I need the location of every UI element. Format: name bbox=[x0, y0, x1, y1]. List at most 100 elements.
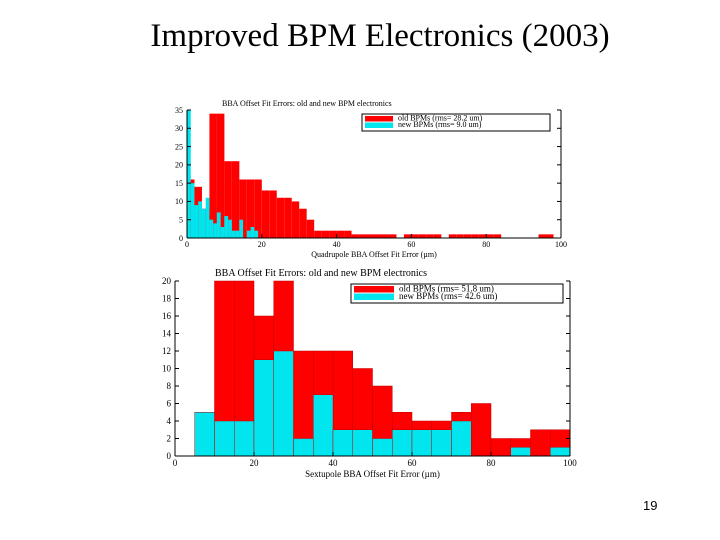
undefined-y-tick-label: 0 bbox=[167, 451, 172, 461]
undefined-x-tick-label: 60 bbox=[407, 240, 415, 249]
undefined-old-bar bbox=[254, 179, 262, 238]
undefined-x-tick-label: 100 bbox=[555, 240, 567, 249]
undefined-x-tick-label: 20 bbox=[258, 240, 266, 249]
undefined-new-bar bbox=[254, 230, 259, 238]
undefined-y-tick-label: 2 bbox=[167, 434, 172, 444]
undefined-y-tick-label: 8 bbox=[167, 381, 172, 391]
undefined-new-bar bbox=[550, 447, 571, 457]
undefined-old-bar bbox=[493, 234, 502, 238]
undefined-new-bar bbox=[220, 227, 225, 238]
undefined-old-bar bbox=[269, 190, 277, 238]
undefined-y-tick-label: 12 bbox=[162, 346, 171, 356]
undefined-new-bar bbox=[510, 447, 531, 457]
undefined-old-bar bbox=[490, 438, 511, 457]
undefined-y-tick-label: 0 bbox=[179, 234, 183, 243]
undefined-old-bar bbox=[329, 230, 337, 238]
undefined-old-bar bbox=[530, 429, 551, 457]
undefined-y-tick-label: 4 bbox=[167, 416, 172, 426]
undefined-new-bar bbox=[194, 412, 215, 457]
undefined-legend-swatch bbox=[354, 286, 394, 293]
undefined-legend-swatch bbox=[365, 116, 393, 122]
undefined-y-tick-label: 20 bbox=[162, 276, 172, 286]
undefined-new-bar bbox=[213, 223, 217, 238]
undefined-old-bar bbox=[381, 234, 389, 238]
undefined-old-bar bbox=[463, 234, 472, 238]
undefined-x-tick-label: 80 bbox=[487, 458, 497, 468]
undefined-new-bar bbox=[253, 359, 274, 457]
undefined-y-tick-label: 20 bbox=[175, 161, 183, 170]
undefined-new-bar bbox=[411, 429, 432, 457]
undefined-new-bar bbox=[392, 429, 413, 457]
undefined-new-bar bbox=[187, 110, 191, 238]
undefined-old-bar bbox=[231, 161, 240, 238]
undefined-chart-title: BBA Offset Fit Errors: old and new BPM e… bbox=[215, 268, 427, 279]
undefined-old-bar bbox=[299, 208, 307, 238]
undefined-new-bar bbox=[214, 420, 235, 457]
undefined-legend-box bbox=[350, 283, 564, 304]
undefined-new-bar bbox=[228, 219, 232, 238]
undefined-old-bar bbox=[471, 403, 492, 457]
undefined-x-tick-label: 20 bbox=[250, 458, 260, 468]
undefined-y-tick-label: 25 bbox=[175, 142, 183, 151]
undefined-new-bar bbox=[224, 216, 229, 238]
undefined-y-tick-label: 15 bbox=[175, 179, 183, 188]
undefined-new-bar bbox=[198, 201, 202, 238]
undefined-old-bar bbox=[388, 234, 397, 238]
undefined-new-bar bbox=[201, 208, 206, 238]
undefined-x-axis-label: Sextupole BBA Offset Fit Error (µm) bbox=[305, 469, 440, 479]
undefined-y-tick-label: 18 bbox=[162, 294, 172, 304]
undefined-new-bar bbox=[205, 197, 210, 238]
page-number: 19 bbox=[643, 498, 658, 513]
undefined-new-bar bbox=[216, 212, 221, 238]
undefined-y-tick-label: 10 bbox=[162, 364, 172, 374]
undefined-old-bar bbox=[471, 234, 479, 238]
undefined-y-tick-label: 10 bbox=[175, 197, 183, 206]
undefined-legend-new-label: new BPMs (rms= 9.0 um) bbox=[398, 120, 482, 129]
undefined-new-bar bbox=[246, 230, 251, 238]
undefined-old-bar bbox=[538, 234, 547, 238]
undefined-new-bar bbox=[231, 230, 236, 238]
undefined-new-bar bbox=[250, 227, 255, 238]
undefined-x-tick-label: 100 bbox=[563, 458, 577, 468]
undefined-old-bar bbox=[276, 197, 285, 238]
undefined-old-bar bbox=[261, 190, 270, 238]
undefined-old-bar bbox=[374, 234, 382, 238]
undefined-new-bar bbox=[190, 183, 195, 238]
undefined-legend-old-label: old BPMs (rms= 28.2 um) bbox=[398, 114, 483, 123]
undefined-new-bar bbox=[451, 420, 472, 457]
undefined-old-bar bbox=[216, 113, 225, 238]
undefined-old-bar bbox=[351, 234, 360, 238]
undefined-old-bar bbox=[478, 234, 487, 238]
undefined-new-bar bbox=[431, 429, 452, 457]
undefined-x-tick-label: 60 bbox=[408, 458, 418, 468]
undefined-new-bar bbox=[372, 438, 393, 457]
undefined-old-bar bbox=[366, 234, 374, 238]
undefined-x-tick-label: 40 bbox=[329, 458, 339, 468]
slide-title: Improved BPM Electronics (2003) bbox=[150, 18, 610, 54]
undefined-x-tick-label: 0 bbox=[185, 240, 189, 249]
undefined-old-bar bbox=[314, 230, 322, 238]
undefined-old-bar bbox=[403, 234, 412, 238]
undefined-old-bar bbox=[224, 161, 232, 238]
undefined-old-bar bbox=[246, 179, 255, 238]
undefined-old-bar bbox=[486, 234, 494, 238]
undefined-new-bar bbox=[332, 429, 353, 457]
undefined-new-bar bbox=[194, 205, 199, 238]
undefined-old-bar bbox=[456, 234, 464, 238]
undefined-new-bar bbox=[234, 420, 255, 457]
undefined-old-bar bbox=[418, 234, 427, 238]
undefined-legend-swatch bbox=[365, 122, 393, 128]
undefined-legend-swatch bbox=[354, 293, 394, 300]
undefined-legend-new-label: new BPMs (rms= 42.6 um) bbox=[399, 291, 497, 301]
undefined-new-bar bbox=[235, 230, 240, 238]
undefined-y-tick-label: 14 bbox=[162, 329, 172, 339]
undefined-x-tick-label: 80 bbox=[482, 240, 490, 249]
undefined-old-bar bbox=[411, 234, 419, 238]
undefined-old-bar bbox=[433, 234, 442, 238]
undefined-old-bar bbox=[209, 113, 217, 238]
undefined-legend-box bbox=[361, 113, 551, 132]
undefined-new-bar bbox=[313, 394, 334, 457]
undefined-old-bar bbox=[291, 201, 300, 238]
